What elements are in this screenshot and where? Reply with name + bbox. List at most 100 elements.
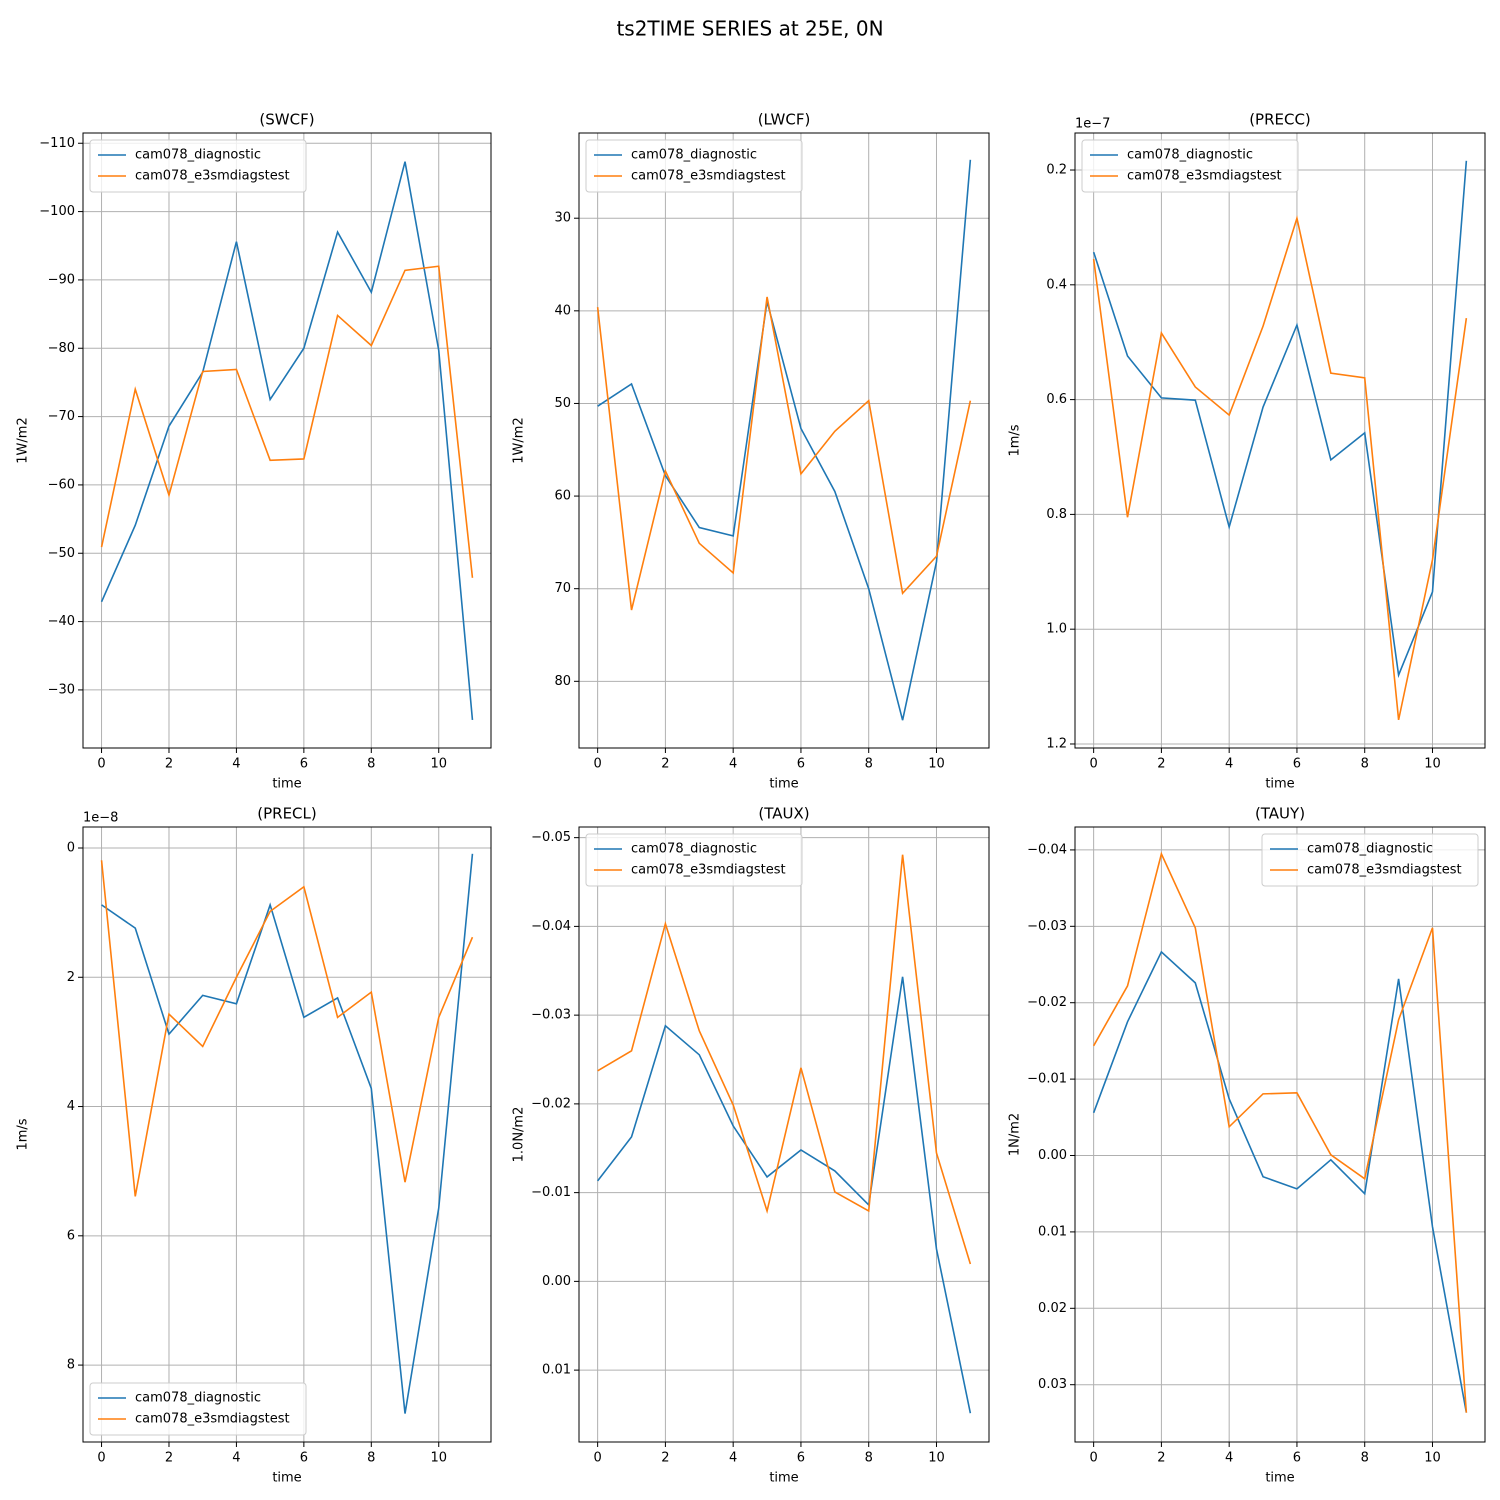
x-tick-label: 2: [1157, 1451, 1165, 1466]
legend-box: [89, 1382, 307, 1436]
series-line: [596, 296, 972, 611]
x-tick-label: 8: [865, 757, 873, 772]
axes-frame: [1074, 826, 1486, 1443]
y-tick-label: 0: [67, 841, 75, 856]
offset-text: 1e−7: [1075, 117, 1110, 132]
series-line: [597, 854, 972, 1265]
x-tick-label: 6: [797, 757, 805, 772]
series-line: [1092, 160, 1468, 679]
y-tick-label: −100: [39, 204, 75, 219]
series-line: [101, 853, 474, 1414]
legend-label: cam078_e3smdiagstest: [1307, 863, 1462, 878]
legend-label: cam078_diagnostic: [135, 148, 261, 163]
x-tick-label: 6: [300, 757, 308, 772]
y-axis-label: 1.0N/m2: [512, 1107, 527, 1163]
y-tick-label: 8: [67, 1358, 75, 1373]
x-tick-label: 10: [430, 1451, 447, 1466]
y-tick-label: 0.00: [1038, 1148, 1067, 1163]
axes-frame: [578, 826, 990, 1443]
x-tick-label: 4: [232, 757, 240, 772]
y-tick-label: 0.8: [1046, 507, 1067, 522]
subplot-title: (TAUY): [1255, 805, 1305, 823]
series-line: [597, 159, 972, 721]
x-tick-label: 8: [865, 1451, 873, 1466]
x-tick-label: 6: [300, 1451, 308, 1466]
y-tick-label: 0.00: [542, 1274, 571, 1289]
y-tick-label: 1.0: [1046, 622, 1067, 637]
axes-frame: [82, 132, 492, 749]
series-line: [1092, 215, 1468, 721]
y-tick-label: −70: [48, 409, 75, 424]
x-tick-label: 2: [165, 1451, 173, 1466]
x-tick-label: 2: [661, 1451, 669, 1466]
legend-box: [1261, 833, 1479, 887]
x-tick-label: 10: [1424, 1451, 1441, 1466]
x-tick-label: 4: [1225, 1451, 1233, 1466]
legend-label: cam078_diagnostic: [1127, 148, 1253, 163]
legend-label: cam078_e3smdiagstest: [631, 863, 786, 878]
legend-box: [89, 139, 307, 193]
y-axis-label: 1W/m2: [16, 417, 31, 463]
y-tick-label: 2: [67, 970, 75, 985]
y-tick-label: 30: [554, 211, 571, 226]
subplot: 0 2 4 6 8 10 −0.05 −0.04 −0.03 −0.02 −0.01 0.00 0.01…: [512, 805, 990, 1486]
subplot: 0 2 4 6 8 10 30 40 50 60 70 80 (LWCF) time 1W/m2 cam078…: [512, 111, 990, 792]
x-axis-label: time: [272, 1471, 301, 1486]
x-tick-label: 0: [97, 1451, 105, 1466]
y-tick-label: 0.03: [1038, 1377, 1067, 1392]
y-tick-label: −90: [48, 272, 75, 287]
y-tick-label: −80: [48, 341, 75, 356]
x-tick-label: 6: [797, 1451, 805, 1466]
subplot-title: (TAUX): [758, 805, 809, 823]
x-tick-label: 10: [430, 757, 447, 772]
y-tick-label: 0.6: [1046, 392, 1067, 407]
y-tick-label: −0.02: [531, 1096, 571, 1111]
legend-box: [585, 139, 803, 193]
y-tick-label: −0.04: [1027, 842, 1067, 857]
x-tick-label: 0: [1089, 1451, 1097, 1466]
legend-label: cam078_e3smdiagstest: [135, 169, 290, 184]
x-tick-label: 4: [729, 757, 737, 772]
legend-label: cam078_diagnostic: [135, 1391, 261, 1406]
subplot: 0 2 4 6 8 10 −0.04 −0.03 −0.02 −0.01 0.00 0.01 0.02 0…: [1008, 805, 1486, 1486]
legend-label: cam078_e3smdiagstest: [1127, 169, 1282, 184]
x-axis-label: time: [1265, 1471, 1294, 1486]
x-tick-label: 0: [593, 757, 601, 772]
y-tick-label: 40: [554, 303, 571, 318]
y-tick-label: 60: [554, 489, 571, 504]
y-tick-label: −0.04: [531, 919, 571, 934]
offset-text: 1e−8: [83, 811, 118, 826]
x-tick-label: 0: [97, 757, 105, 772]
series-line: [100, 860, 474, 1197]
x-axis-label: time: [769, 1471, 798, 1486]
legend-label: cam078_e3smdiagstest: [135, 1412, 290, 1427]
x-tick-label: 4: [1225, 757, 1233, 772]
y-tick-label: 70: [554, 581, 571, 596]
x-tick-label: 6: [1293, 757, 1301, 772]
y-tick-label: −110: [39, 136, 75, 151]
series-line: [1092, 950, 1468, 1413]
y-tick-label: −0.02: [1027, 995, 1067, 1010]
x-tick-label: 8: [1361, 757, 1369, 772]
legend-label: cam078_diagnostic: [631, 842, 757, 857]
subplot: 0 2 4 6 8 10 0.2 0.4 0.6 0.8 1.0 1.2 (PRECC) time 1m/s…: [1008, 111, 1486, 792]
series-line: [597, 976, 972, 1414]
y-tick-label: 1.2: [1046, 736, 1067, 751]
y-axis-label: 1m/s: [16, 1118, 31, 1150]
subplot: 0 2 4 6 8 10 −110 −100 −90 −80 −70 −60 −50 −40 −30 (SWC…: [16, 111, 492, 792]
y-tick-label: −0.01: [531, 1185, 571, 1200]
x-tick-label: 0: [593, 1451, 601, 1466]
series-line: [100, 161, 474, 721]
x-tick-label: 6: [1293, 1451, 1301, 1466]
legend-label: cam078_diagnostic: [1307, 842, 1433, 857]
subplot-title: (PRECL): [257, 805, 316, 823]
y-tick-label: 0.01: [542, 1363, 571, 1378]
x-axis-label: time: [272, 777, 301, 792]
x-axis-label: time: [769, 777, 798, 792]
y-tick-label: −50: [48, 546, 75, 561]
y-tick-label: 0.4: [1046, 277, 1067, 292]
x-axis-label: time: [1265, 777, 1294, 792]
